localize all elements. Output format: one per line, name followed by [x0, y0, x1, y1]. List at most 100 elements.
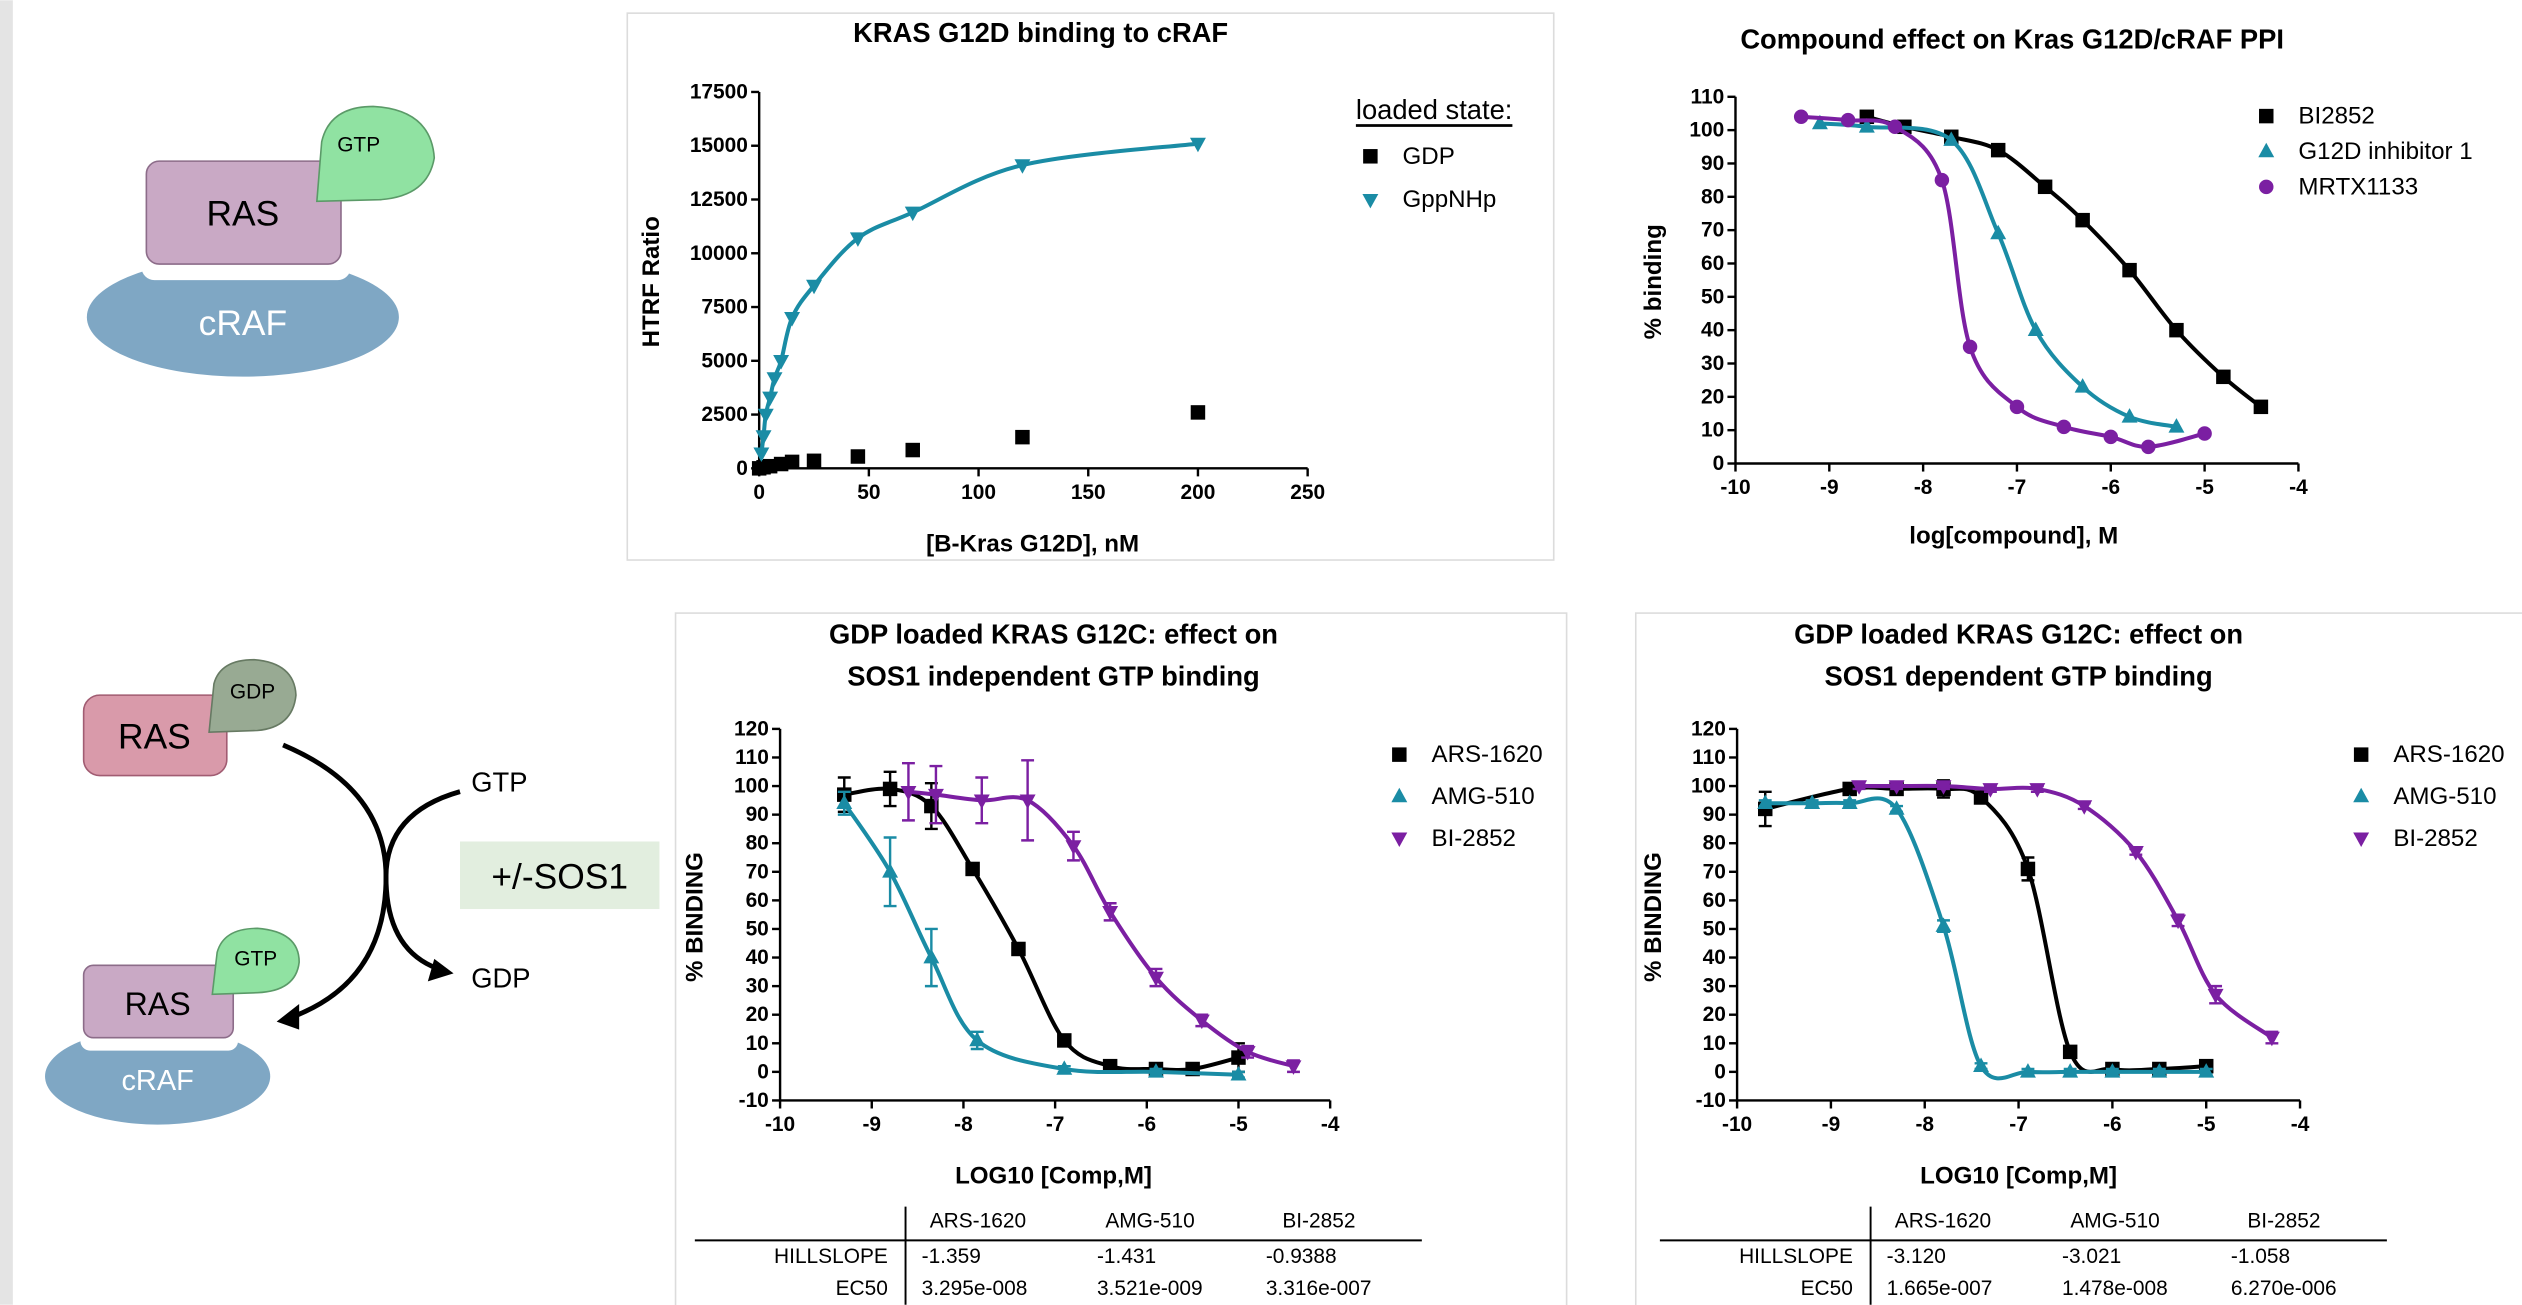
x-tick-label: -9 — [1822, 1113, 1841, 1136]
y-tick-label: 0 — [736, 457, 748, 480]
x-axis-label: [B-Kras G12D], nM — [926, 530, 1139, 557]
data-point — [1858, 118, 1875, 133]
y-tick-label: 10 — [1701, 419, 1724, 442]
craf-label: cRAF — [121, 1065, 193, 1097]
data-point — [2198, 1063, 2215, 1078]
y-tick-label: 0 — [757, 1060, 769, 1083]
y-tick-label: 0 — [1714, 1060, 1726, 1083]
y-tick-label: 80 — [746, 832, 769, 855]
data-point — [2151, 1063, 2168, 1078]
legend-label: MRTX1133 — [2298, 173, 2418, 200]
x-tick-label: -10 — [1722, 1113, 1752, 1136]
y-tick-label: 40 — [746, 946, 769, 969]
diagram-top: RAS cRAF GTP — [86, 105, 436, 377]
legend-label: AMG-510 — [1431, 783, 1534, 810]
y-tick-label: 10000 — [690, 242, 748, 265]
fit-curve — [1801, 114, 2206, 449]
x-tick-label: -10 — [765, 1113, 795, 1136]
fit-curve — [1859, 783, 2274, 1040]
y-tick-label: 80 — [1701, 185, 1724, 208]
y-tick-label: 60 — [746, 889, 769, 912]
y-tick-label: 15000 — [690, 134, 748, 157]
data-point — [1934, 172, 1950, 188]
craf-shape — [45, 1028, 271, 1125]
y-tick-label: 10 — [1703, 1032, 1726, 1055]
sos1-box — [460, 841, 660, 910]
gtp-shape — [315, 105, 436, 203]
data-point — [2020, 861, 2036, 877]
data-point — [1102, 906, 1119, 921]
y-tick-label: 90 — [1703, 803, 1726, 826]
data-point — [973, 794, 990, 810]
data-point — [1943, 131, 1960, 146]
x-tick-label: -6 — [2103, 1113, 2122, 1136]
legend-label: G12D inhibitor 1 — [2298, 138, 2472, 165]
table-header: ARS-1620 — [930, 1210, 1026, 1233]
data-point — [1982, 783, 1999, 798]
y-tick-label: 50 — [1703, 917, 1726, 940]
data-point — [882, 781, 898, 797]
chart-title: Compound effect on Kras G12D/cRAF PPI — [1740, 23, 2284, 54]
fit-curve — [1866, 114, 2263, 409]
data-point — [1193, 1014, 1210, 1030]
y-tick-label: 20 — [1703, 1003, 1726, 1026]
data-point — [1842, 781, 1857, 797]
data-point — [1757, 794, 1774, 809]
table-cell: 3.295e-008 — [922, 1277, 1028, 1300]
table-row-label: HILLSLOPE — [1739, 1245, 1853, 1268]
y-tick-label: 110 — [735, 746, 769, 769]
table-cell: -1.058 — [2231, 1245, 2290, 1268]
y-tick-label: 90 — [1701, 152, 1724, 175]
x-tick-label: 200 — [1181, 481, 1216, 504]
data-point — [850, 449, 866, 464]
data-point — [1973, 1057, 1989, 1072]
y-tick-label: 30 — [1701, 352, 1724, 375]
data-point — [2253, 399, 2269, 415]
data-point — [2169, 322, 2184, 338]
y-tick-label: 120 — [734, 717, 769, 740]
data-point — [927, 788, 944, 804]
y-tick-label: 110 — [1692, 746, 1726, 769]
y-tick-label: 80 — [1703, 832, 1726, 855]
data-point — [2263, 1031, 2280, 1047]
y-tick-label: 120 — [1691, 717, 1726, 740]
fit-curve — [1819, 121, 2177, 429]
data-point — [766, 372, 783, 387]
legend-marker — [1363, 149, 1378, 164]
fit-curve — [1764, 785, 2207, 1074]
table-header: AMG-510 — [1105, 1210, 1194, 1233]
y-axis-label: % BINDING — [681, 852, 708, 982]
y-tick-label: 100 — [1689, 119, 1724, 142]
data-point — [1015, 429, 1030, 445]
arrow — [282, 742, 389, 1020]
x-tick-label: 0 — [753, 481, 765, 504]
legend-label: BI-2852 — [2393, 825, 2477, 852]
table-cell: 3.316e-007 — [1266, 1277, 1372, 1300]
x-tick-label: -7 — [2008, 476, 2027, 499]
data-point — [2170, 914, 2187, 930]
y-tick-label: 20 — [746, 1003, 769, 1026]
y-tick-label: 5000 — [701, 349, 747, 372]
x-tick-label: -7 — [1046, 1113, 1065, 1136]
y-tick-label: 100 — [1691, 775, 1726, 798]
ras-shape — [82, 964, 235, 1039]
data-point — [2104, 1063, 2121, 1078]
y-tick-label: 110 — [1691, 85, 1725, 108]
data-point — [757, 408, 774, 424]
legend-marker — [2353, 832, 2370, 847]
x-tick-label: -4 — [1321, 1113, 1340, 1136]
data-point — [2009, 399, 2025, 415]
data-point — [1935, 780, 1952, 795]
sos1-label: +/-SOS1 — [491, 857, 628, 896]
y-tick-label: 50 — [1701, 285, 1724, 308]
data-point — [1990, 142, 2006, 158]
data-point — [1056, 1060, 1073, 1075]
y-tick-label: 12500 — [690, 188, 748, 211]
x-tick-label: -9 — [862, 1113, 881, 1136]
ras-gdp-shape — [82, 694, 228, 777]
data-point — [1990, 224, 2007, 240]
table-header: BI-2852 — [2247, 1210, 2320, 1233]
data-point — [1102, 1058, 1118, 1074]
data-point — [905, 442, 920, 458]
data-point — [1057, 1033, 1072, 1048]
